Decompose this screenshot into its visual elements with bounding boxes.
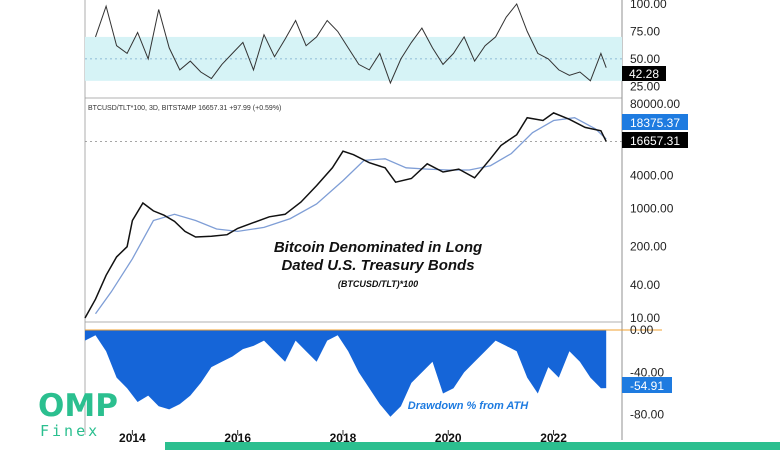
ma-value-label: 18375.37 — [630, 116, 680, 130]
price-line — [84, 112, 607, 319]
price-value-box — [622, 132, 688, 148]
price-ytick: 1000.00 — [630, 201, 674, 215]
x-tick-label: 2020 — [435, 431, 462, 445]
oscillator-ytick: 75.00 — [630, 24, 660, 38]
chart-title-line2: Dated U.S. Treasury Bonds — [281, 257, 474, 274]
chart-title-line1: Bitcoin Denominated in Long — [274, 239, 482, 256]
omp-finex-logo: OMP Finex — [38, 388, 118, 440]
oscillator-line — [95, 3, 607, 85]
drawdown-current-label: -54.91 — [630, 379, 664, 393]
drawdown-panel: 0.00 -40.00 -80.00 -54.91 Drawdown % from … — [85, 323, 672, 422]
chart-subtitle: (BTCUSD/TLT)*100 — [338, 279, 418, 289]
x-tick-label: 2022 — [540, 431, 567, 445]
price-ytick: 40.00 — [630, 278, 660, 292]
logo-text-omp: OMP — [38, 388, 118, 424]
price-header-label: BTCUSD/TLT*100, 3D, BITSTAMP 16657.31 +9… — [88, 105, 281, 112]
drawdown-ytick: -40.00 — [630, 365, 664, 379]
drawdown-current-box — [622, 377, 672, 393]
bottom-accent-bar — [165, 442, 780, 450]
price-value-label: 16657.31 — [630, 134, 680, 148]
ma-value-box — [622, 114, 688, 130]
oscillator-ytick: 25.00 — [630, 79, 660, 93]
oscillator-ytick: 100.00 — [630, 0, 667, 11]
logo-text-finex: Finex — [40, 422, 100, 440]
drawdown-area — [85, 330, 607, 417]
x-axis: 2014 2016 2018 2020 2022 — [119, 430, 567, 445]
x-tick-label: 2018 — [330, 431, 357, 445]
drawdown-ytick: 0.00 — [630, 323, 654, 337]
price-ytick: 10.00 — [630, 311, 660, 325]
price-panel: BTCUSD/TLT*100, 3D, BITSTAMP 16657.31 +9… — [84, 97, 688, 325]
x-tick-label: 2014 — [119, 431, 146, 445]
price-ytick: 200.00 — [630, 240, 667, 254]
drawdown-label: Drawdown % from ATH — [408, 400, 529, 412]
oscillator-panel: 100.00 75.00 50.00 25.00 42.28 — [85, 0, 667, 93]
oscillator-current-box — [622, 66, 666, 81]
oscillator-ytick: 50.00 — [630, 52, 660, 66]
x-tick-label: 2016 — [224, 431, 251, 445]
price-ytick: 4000.00 — [630, 168, 674, 182]
oscillator-current-label: 42.28 — [629, 67, 659, 81]
price-ytick: 80000.00 — [630, 97, 680, 111]
drawdown-ytick: -80.00 — [630, 408, 664, 422]
